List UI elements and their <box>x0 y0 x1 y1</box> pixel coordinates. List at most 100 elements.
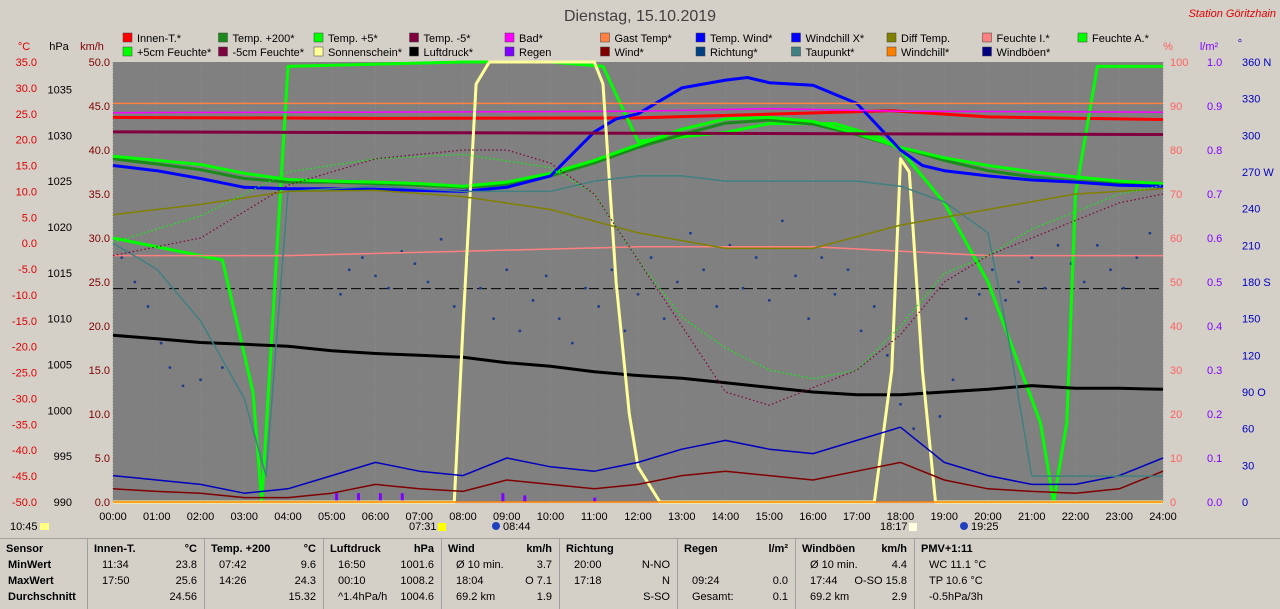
rain-bar <box>593 497 597 502</box>
series-line <box>112 76 1164 193</box>
degrees-tick: 270 W <box>1242 167 1274 179</box>
direction-point <box>675 280 679 284</box>
rain-bar <box>501 493 505 502</box>
kmh-tick: 40.0 <box>89 145 110 157</box>
direction-point <box>859 329 863 333</box>
direction-point <box>181 384 185 388</box>
stats-row <box>682 559 792 574</box>
legend-label: Richtung* <box>710 47 758 59</box>
hpa-tick: 1030 <box>48 130 72 142</box>
legend-swatch <box>1077 32 1088 43</box>
stats-column-luftdruck: Luftdruck hPa 16:50 1001.6 00:10 1008.2 ^1.4hP… <box>323 539 442 609</box>
hpa-tick: 1020 <box>48 222 72 234</box>
direction-point <box>518 329 522 333</box>
time-tick: 22:00 <box>1062 511 1090 523</box>
stats-cell-value: 9.6 <box>300 559 316 571</box>
stats-row: TP 10.6 °C <box>919 575 1031 590</box>
direction-point <box>912 427 916 431</box>
time-tick: 12:00 <box>624 511 652 523</box>
stats-cell-value: 1001.6 <box>400 559 434 571</box>
stats-column-innen: Innen-T. °C 11:34 23.8 17:50 25.6 24.56 <box>87 539 205 609</box>
legend-swatch <box>886 32 897 43</box>
series-line <box>113 246 1163 257</box>
degrees-tick: 0 <box>1242 497 1248 509</box>
direction-point <box>146 305 150 308</box>
direction-point <box>964 317 968 321</box>
direction-point <box>360 256 364 259</box>
stats-column-pmv: PMV+1:11 WC 11.1 °C TP 10.6 °C -0.5hPa/3h <box>914 539 1035 609</box>
kmh-tick: 0.0 <box>95 497 110 509</box>
direction-point <box>159 341 163 345</box>
time-tick: 06:00 <box>362 511 390 523</box>
stats-cell-label: 11:34 <box>102 559 129 571</box>
direction-point <box>220 366 224 369</box>
stats-cell-label: TP 10.6 °C <box>929 575 983 587</box>
moonset-time: 10:45 <box>10 521 38 533</box>
stats-unit: km/h <box>881 543 907 555</box>
direction-point <box>689 231 692 235</box>
moon2-time: 19:25 <box>971 521 999 533</box>
celsius-tick: 35.0 <box>16 57 37 69</box>
direction-point <box>1030 256 1034 259</box>
stats-cell-label: Ø 10 min. <box>456 559 504 571</box>
series-line <box>112 426 1164 494</box>
stats-heading: Luftdruck <box>330 543 381 555</box>
stats-cell-value: 15.32 <box>288 591 316 603</box>
direction-point <box>133 280 137 284</box>
direction-point <box>767 298 771 302</box>
degrees-tick: 360 N <box>1242 57 1271 69</box>
legend-label: Regen <box>519 47 551 59</box>
direction-point <box>1148 231 1152 235</box>
moonset-icon <box>40 523 49 530</box>
rain-bar <box>523 495 527 502</box>
stats-cell-label: 17:18 <box>574 575 602 587</box>
legend-label: Gast Temp* <box>615 33 673 45</box>
time-tick: 01:00 <box>143 511 171 523</box>
kmh-tick: 50.0 <box>89 57 110 69</box>
stats-row: S-SO <box>564 591 674 606</box>
celsius-tick: 15.0 <box>16 161 37 173</box>
moon2-icon <box>960 522 968 530</box>
time-tick: 09:00 <box>493 511 521 523</box>
rain-bar <box>335 493 339 502</box>
stats-row: 14:26 24.3 <box>209 575 320 590</box>
hpa-tick: 1010 <box>48 314 72 326</box>
direction-point <box>387 286 391 290</box>
legend-label: -5cm Feuchte* <box>233 47 305 59</box>
stats-heading: Windböen <box>802 543 856 555</box>
sunset-icon <box>909 523 917 531</box>
hpa-tick: 1000 <box>48 405 72 417</box>
legend-swatch <box>504 46 515 57</box>
degrees-tick: 60 <box>1242 424 1254 436</box>
direction-point <box>872 305 876 308</box>
celsius-tick: -50.0 <box>12 497 37 509</box>
celsius-tick: -15.0 <box>12 316 37 328</box>
direction-point <box>885 353 889 357</box>
series-line <box>112 115 1164 188</box>
direction-point <box>833 292 837 296</box>
stats-heading: Sensor <box>6 543 44 555</box>
kmh-tick: 5.0 <box>95 453 110 465</box>
lm2-tick: 0.7 <box>1207 189 1222 201</box>
direction-point <box>1095 243 1099 247</box>
stats-row: 00:10 1008.2 <box>328 575 438 590</box>
stats-row: 20:00 N-NO <box>564 559 674 574</box>
legend-swatch <box>122 46 133 57</box>
legend-label: Temp. -5* <box>424 33 472 45</box>
stats-cell-label: 17:50 <box>102 575 130 587</box>
stats-heading: Wind <box>448 543 475 555</box>
direction-point <box>938 415 942 418</box>
direction-point <box>347 268 351 272</box>
time-tick: 08:00 <box>449 511 477 523</box>
legend-swatch <box>600 46 610 57</box>
percent-tick: 100 <box>1170 57 1188 69</box>
series-line <box>112 333 1164 397</box>
stats-cell-value: 1008.2 <box>400 575 434 587</box>
celsius-tick: -5.0 <box>18 264 37 276</box>
stats-cell-label: 16:50 <box>338 559 366 571</box>
legend-label: Windchill X* <box>806 33 865 45</box>
time-tick: 23:00 <box>1105 511 1133 523</box>
direction-point <box>662 317 666 321</box>
celsius-tick: -35.0 <box>12 419 37 431</box>
time-tick: 07:00 <box>405 511 433 523</box>
